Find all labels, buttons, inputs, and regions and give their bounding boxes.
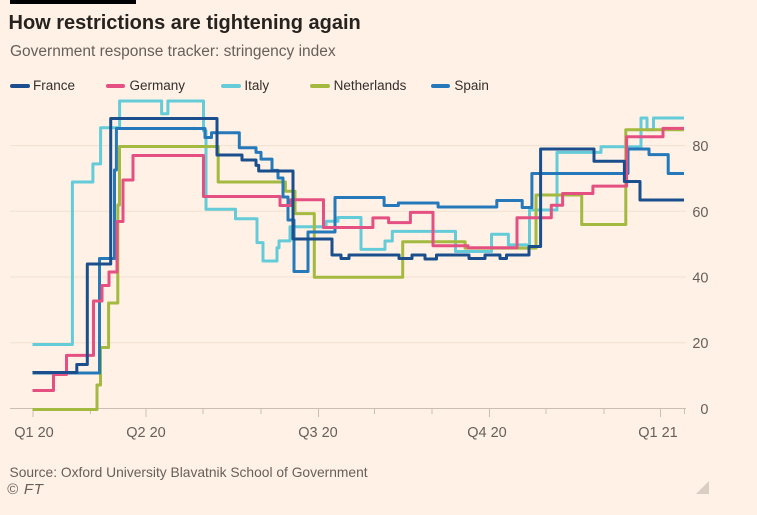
svg-text:80: 80: [692, 139, 708, 155]
svg-text:Q2 20: Q2 20: [126, 425, 166, 441]
svg-text:Q1 20: Q1 20: [14, 425, 54, 441]
svg-text:Q4 20: Q4 20: [467, 425, 507, 441]
svg-text:40: 40: [692, 271, 708, 287]
svg-text:60: 60: [692, 205, 708, 221]
svg-text:20: 20: [692, 336, 708, 352]
svg-text:Q1 21: Q1 21: [638, 425, 678, 441]
svg-text:0: 0: [700, 402, 708, 418]
svg-text:Q3 20: Q3 20: [298, 425, 338, 441]
